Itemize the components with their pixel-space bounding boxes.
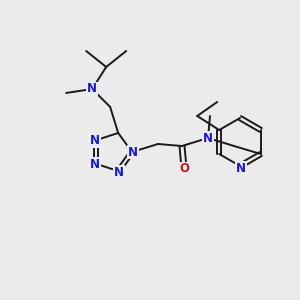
Text: N: N (128, 146, 138, 158)
Text: O: O (179, 163, 189, 176)
Text: N: N (236, 161, 246, 175)
Text: N: N (90, 158, 100, 171)
Text: N: N (203, 131, 213, 145)
Text: N: N (114, 166, 124, 178)
Text: N: N (90, 134, 100, 147)
Text: N: N (87, 82, 97, 95)
